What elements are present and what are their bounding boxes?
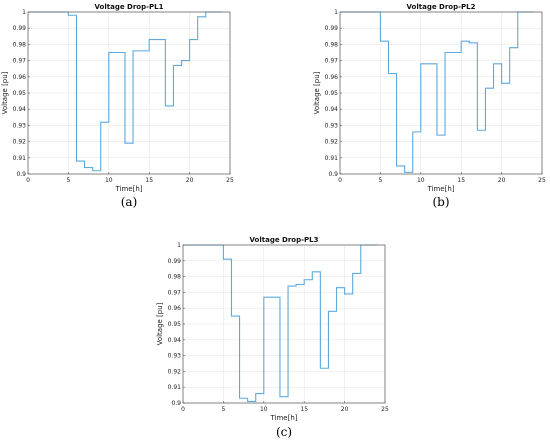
chart-title: Voltage Drop-PL1 <box>95 3 164 11</box>
y-tick-label: 0.91 <box>168 384 182 391</box>
y-tick-label: 0.95 <box>325 90 339 97</box>
chart-panel-2: 0 5 10 15 20 25 0.9 0.91 0.92 0.93 0.94 0.95 0.96 0.9… <box>313 3 546 209</box>
y-tick-label: 0.92 <box>325 139 339 146</box>
y-tick-label: 0.91 <box>325 155 339 162</box>
y-tick-label: 0.99 <box>13 25 27 32</box>
y-tick-label: 0.93 <box>325 122 339 129</box>
y-axis-label: Voltage [pu] <box>1 71 9 114</box>
y-tick-label: 0.97 <box>13 58 27 65</box>
chart-title: Voltage Drop-PL2 <box>407 3 476 11</box>
x-tick-label: 15 <box>457 177 465 184</box>
panel-label: (b) <box>432 195 449 209</box>
y-tick-label: 0.98 <box>13 41 27 48</box>
y-tick-label: 0.96 <box>325 74 339 81</box>
y-tick-label: 0.92 <box>13 139 27 146</box>
x-tick-label: 0 <box>338 177 342 184</box>
y-tick-label: 0.99 <box>168 258 182 265</box>
y-tick-label: 1 <box>177 242 181 249</box>
panel-label: (c) <box>276 425 292 439</box>
x-tick-label: 25 <box>226 177 234 184</box>
y-tick-label: 0.94 <box>13 106 27 113</box>
y-axis-label: Voltage [pu] <box>313 71 321 114</box>
y-tick-label: 0.94 <box>168 337 182 344</box>
x-tick-label: 15 <box>300 406 308 413</box>
y-tick-label: 0.91 <box>13 155 27 162</box>
series-line-1 <box>183 244 377 402</box>
y-tick-label: 0.98 <box>325 41 339 48</box>
y-tick-label: 0.94 <box>325 106 339 113</box>
x-tick-label: 5 <box>221 406 225 413</box>
y-tick-label: 0.9 <box>171 400 181 407</box>
y-tick-label: 0.95 <box>168 321 182 328</box>
x-tick-label: 5 <box>378 177 382 184</box>
y-tick-label: 0.96 <box>168 305 182 312</box>
x-tick-label: 25 <box>381 406 389 413</box>
x-tick-label: 15 <box>145 177 153 184</box>
series-line-1 <box>28 11 222 172</box>
y-tick-label: 0.93 <box>13 122 27 129</box>
chart-panel-1: 0 5 10 15 20 25 0.9 0.91 0.92 0.93 0.94 0.95 0.96 0.9… <box>1 3 234 209</box>
x-tick-label: 10 <box>105 177 113 184</box>
y-tick-label: 0.92 <box>168 368 182 375</box>
chart-panel-3: 0 5 10 15 20 25 0.9 0.91 0.92 0.93 0.94 0.95 0.96 0.9… <box>156 236 389 439</box>
y-tick-label: 0.9 <box>328 171 338 178</box>
y-tick-label: 0.95 <box>13 90 27 97</box>
chart-title: Voltage Drop-PL3 <box>250 236 319 244</box>
y-tick-label: 0.99 <box>325 25 339 32</box>
x-axis-label: Time[h] <box>426 185 454 193</box>
x-tick-label: 0 <box>26 177 30 184</box>
x-tick-label: 20 <box>341 406 349 413</box>
y-tick-label: 0.98 <box>168 274 182 281</box>
y-tick-label: 1 <box>334 9 338 16</box>
y-tick-label: 0.9 <box>16 171 26 178</box>
y-tick-label: 0.96 <box>13 74 27 81</box>
y-tick-label: 1 <box>22 9 26 16</box>
x-axis-label: Time[h] <box>269 414 297 422</box>
x-tick-label: 0 <box>181 406 185 413</box>
y-tick-label: 0.97 <box>325 58 339 65</box>
x-axis-label: Time[h] <box>114 185 142 193</box>
x-tick-label: 20 <box>498 177 506 184</box>
x-tick-label: 5 <box>66 177 70 184</box>
panel-label: (a) <box>121 195 138 209</box>
x-tick-label: 20 <box>186 177 194 184</box>
x-tick-label: 10 <box>417 177 425 184</box>
series-line-1 <box>340 11 534 173</box>
y-axis-label: Voltage [pu] <box>156 302 164 345</box>
y-tick-label: 0.97 <box>168 289 182 296</box>
x-tick-label: 10 <box>260 406 268 413</box>
y-tick-label: 0.93 <box>168 353 182 360</box>
x-tick-label: 25 <box>538 177 546 184</box>
